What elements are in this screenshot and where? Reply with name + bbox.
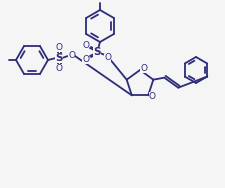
Text: O: O [55,64,62,74]
Text: O: O [68,52,75,61]
Text: S: S [55,53,63,63]
Text: O: O [82,55,89,64]
Text: O: O [140,64,147,74]
Text: O: O [104,54,111,62]
Text: O: O [55,42,62,52]
Text: S: S [93,47,100,57]
Text: O: O [148,92,155,101]
Text: O: O [82,40,89,49]
